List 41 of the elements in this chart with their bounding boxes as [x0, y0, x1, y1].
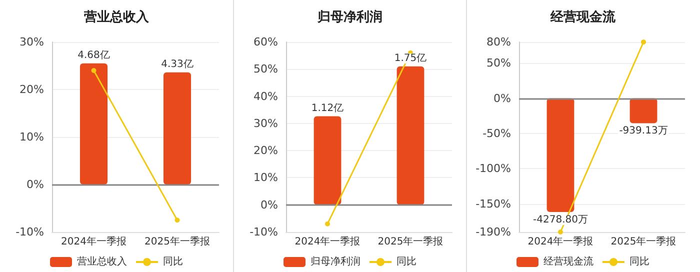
- legend-label: 同比: [630, 256, 650, 268]
- y-tick-label: 30%: [254, 116, 278, 130]
- y-tick-label: -10%: [16, 226, 44, 238]
- x-tick-label: 2025年一季报: [610, 236, 676, 248]
- x-tick-label: 2025年一季报: [378, 236, 444, 248]
- data-label: 1.75亿: [394, 52, 427, 64]
- y-tick-label: -100%: [476, 162, 511, 176]
- y-tick-label: -150%: [476, 197, 511, 210]
- y-tick-label: 10%: [20, 130, 44, 144]
- chart-title: 归母净利润: [316, 9, 382, 25]
- y-tick-label: 50%: [486, 56, 511, 70]
- y-tick-label: 0%: [494, 92, 511, 105]
- y-tick-label: 40%: [254, 90, 278, 103]
- y-tick-label: 20%: [254, 144, 278, 158]
- y-tick-label: 50%: [254, 62, 278, 76]
- y-tick-label: -10%: [250, 226, 278, 238]
- y-tick-label: 60%: [254, 36, 278, 48]
- y-tick-label: 0%: [26, 178, 44, 191]
- data-label: 4.68亿: [78, 50, 110, 61]
- legend-label: 经营现金流: [544, 256, 594, 268]
- x-tick-label: 2025年一季报: [144, 236, 210, 248]
- y-tick-label: -190%: [476, 226, 511, 238]
- y-tick-label: 30%: [20, 36, 44, 48]
- y-tick-label: 80%: [486, 36, 511, 48]
- legend-label: 归母净利润: [310, 256, 360, 268]
- chart-title: 营业总收入: [83, 9, 150, 25]
- y-tick-label: 0%: [260, 198, 278, 212]
- data-label: 4.33亿: [161, 58, 194, 70]
- y-tick-label: -50%: [482, 126, 511, 140]
- x-tick-label: 2024年一季报: [294, 236, 360, 248]
- y-tick-label: 20%: [20, 83, 44, 96]
- y-tick-label: 10%: [254, 171, 278, 184]
- legend-label: 同比: [396, 256, 416, 268]
- x-tick-label: 2024年一季报: [528, 236, 594, 248]
- chart-title: 经营现金流: [550, 9, 616, 25]
- data-label: 1.12亿: [311, 102, 344, 114]
- legend-label: 营业总收入: [77, 256, 127, 268]
- data-label: -4278.80万: [533, 214, 588, 226]
- x-tick-label: 2024年一季报: [61, 236, 126, 248]
- data-label: -939.13万: [619, 126, 668, 137]
- legend-label: 同比: [163, 256, 183, 268]
